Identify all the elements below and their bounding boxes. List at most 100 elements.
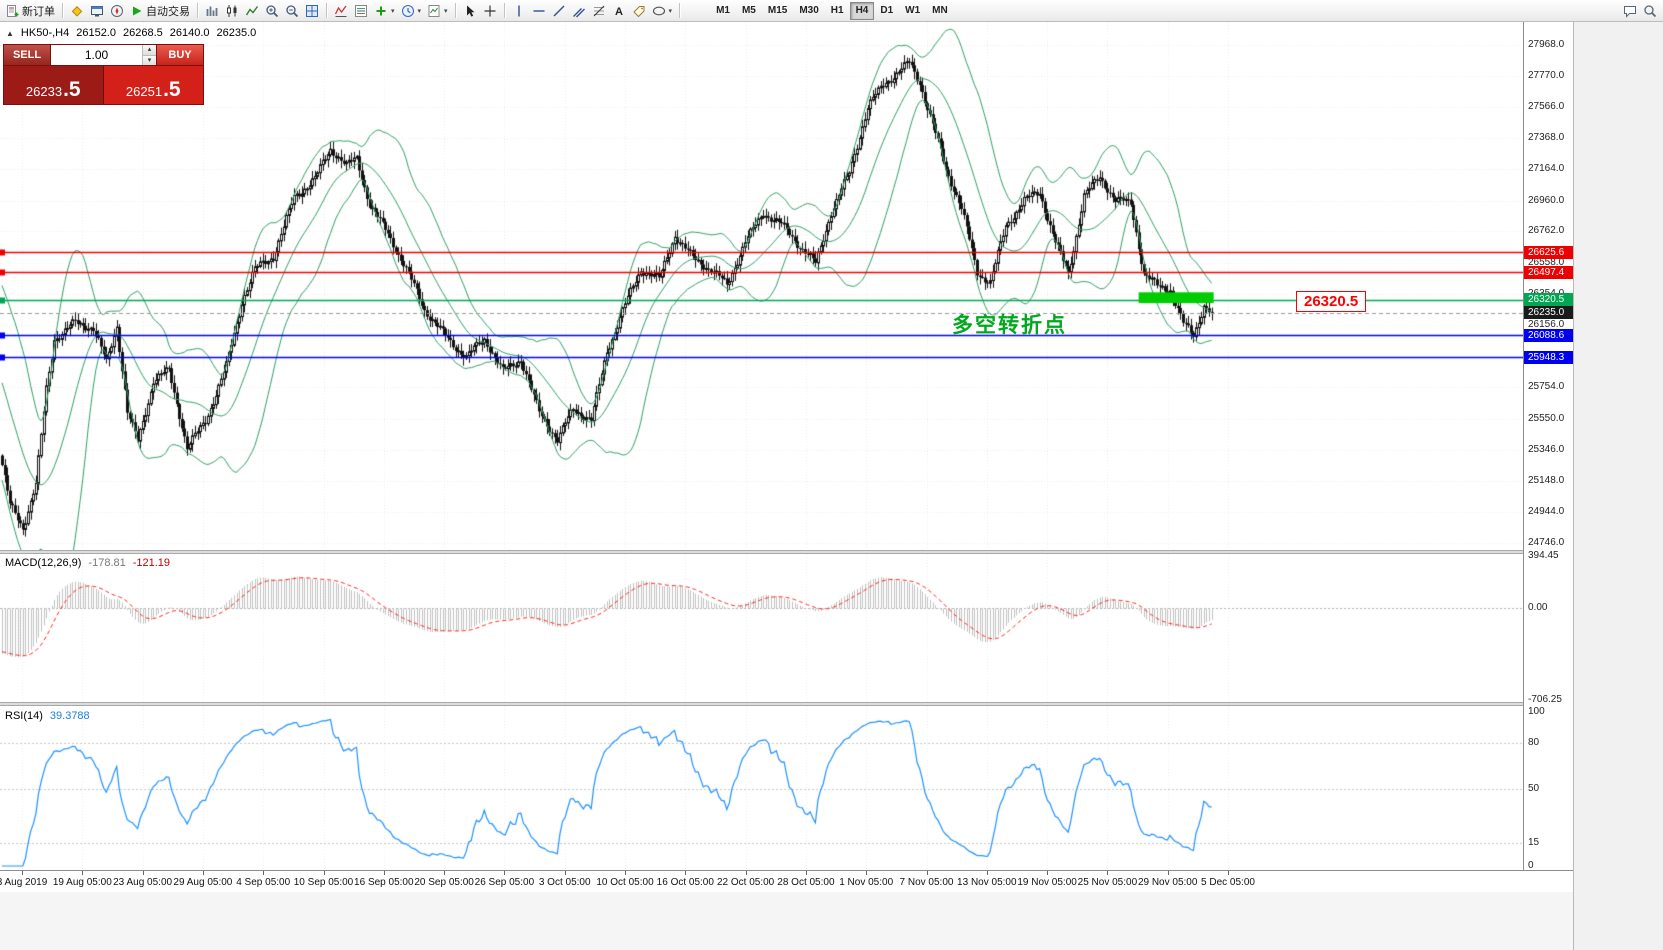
time-axis[interactable]: 3 Aug 2019 19 Aug 05:00 23 Aug 05:00 29 Aug… xyxy=(0,870,1573,892)
timeframe-m30-button[interactable]: M30 xyxy=(799,4,819,16)
time-axis-label: 28 Oct 05:00 xyxy=(777,877,835,888)
period-icon xyxy=(401,4,415,18)
crosshair-button[interactable] xyxy=(480,1,500,21)
timeframe-m5-button[interactable]: M5 xyxy=(741,4,756,16)
toolbar-separator xyxy=(503,3,505,18)
macd-main-value: -178.81 xyxy=(88,557,126,569)
timeframe-w1-button[interactable]: W1 xyxy=(905,4,921,16)
time-axis-label: 29 Nov 05:00 xyxy=(1137,877,1198,888)
candlestick-chart-icon xyxy=(225,4,239,18)
timeframe-m1-button[interactable]: M1 xyxy=(716,4,730,16)
indicator-list-button[interactable] xyxy=(351,1,371,21)
rsi-name: RSI(14) xyxy=(5,710,43,722)
label-button[interactable] xyxy=(629,1,649,21)
template-button[interactable]: ▾ xyxy=(424,1,451,21)
candlestick-chart-button[interactable] xyxy=(222,1,242,21)
timeframe-mn-button[interactable]: MN xyxy=(932,4,948,16)
current-price-tag[interactable]: 26235.0 xyxy=(1524,306,1573,320)
time-axis-label: 3 Aug 2019 xyxy=(0,877,48,888)
price-axis-label: 27164.0 xyxy=(1528,163,1565,175)
time-axis-tick xyxy=(504,871,506,875)
hline-price-tag[interactable]: 25948.3 xyxy=(1524,350,1573,364)
autotrading-button-label: 自动交易 xyxy=(146,5,190,18)
line-chart-button[interactable] xyxy=(242,1,262,21)
autotrading-button[interactable]: 自动交易 xyxy=(127,1,193,21)
rsi-panel-canvas[interactable] xyxy=(0,706,1523,870)
macd-signal-value: -121.19 xyxy=(132,557,171,569)
text-icon: A xyxy=(612,4,626,18)
rsi-panel-separator[interactable] xyxy=(0,702,1573,706)
time-axis-tick xyxy=(926,871,928,875)
chart-collapse-icon[interactable]: ▲ xyxy=(6,28,14,38)
rsi-axis-label: 50 xyxy=(1528,783,1540,794)
sell-button[interactable]: SELL xyxy=(4,45,50,65)
shapes-button[interactable]: ▾ xyxy=(649,1,676,21)
search-button[interactable] xyxy=(1640,1,1660,21)
time-axis-label: 16 Sep 05:00 xyxy=(354,877,414,888)
fibonacci-button[interactable] xyxy=(589,1,609,21)
rsi-label: RSI(14) 39.3788 xyxy=(5,710,90,722)
timeframe-d1-button[interactable]: D1 xyxy=(880,4,894,16)
bar-chart-button[interactable] xyxy=(202,1,222,21)
buy-price[interactable]: 26251 .5 xyxy=(103,66,203,104)
dropdown-arrow-icon: ▾ xyxy=(668,7,673,15)
hline-price-tag[interactable]: 26497.4 xyxy=(1524,265,1573,279)
profiles-button[interactable] xyxy=(87,1,107,21)
text-button[interactable]: A xyxy=(609,1,629,21)
volume-input[interactable]: 1.00 xyxy=(84,48,109,62)
timeframe-h4-button[interactable]: H4 xyxy=(849,1,875,20)
channel-button[interactable] xyxy=(569,1,589,21)
cursor-button[interactable] xyxy=(460,1,480,21)
hline-price-tag[interactable]: 26625.6 xyxy=(1524,245,1573,259)
autotrading-play-icon xyxy=(130,4,144,18)
volume-decrease-button[interactable]: ▾ xyxy=(143,55,156,65)
sell-price[interactable]: 26233 .5 xyxy=(4,66,104,104)
price-axis[interactable]: 27968.0 27770.0 27566.0 27368.0 27164.0 26960… xyxy=(1523,22,1573,871)
macd-label: MACD(12,26,9) -178.81 -121.19 xyxy=(5,557,170,569)
horizontal-line-button[interactable] xyxy=(529,1,549,21)
grid-windows-icon xyxy=(305,4,319,18)
price-axis-label: 25550.0 xyxy=(1528,412,1565,424)
macd-panel-separator[interactable] xyxy=(0,550,1573,554)
time-axis-tick xyxy=(1107,871,1109,875)
toolbar-separator xyxy=(679,3,681,18)
time-axis-label: 20 Sep 05:00 xyxy=(414,877,474,888)
vertical-line-button[interactable] xyxy=(509,1,529,21)
macd-axis-label: 394.45 xyxy=(1528,550,1559,561)
zoom-out-button[interactable] xyxy=(282,1,302,21)
price-axis-label: 26558.0 xyxy=(1528,256,1565,268)
chat-button[interactable] xyxy=(1620,1,1640,21)
time-axis-label: 10 Sep 05:00 xyxy=(293,877,354,888)
volume-increase-button[interactable]: ▴ xyxy=(143,45,156,56)
price-axis-label: 26960.0 xyxy=(1528,194,1565,206)
time-axis-label: 29 Aug 05:00 xyxy=(173,877,233,888)
indicators-button[interactable] xyxy=(331,1,351,21)
periods-button[interactable]: ▾ xyxy=(398,1,425,21)
metaeditor-icon xyxy=(70,4,84,18)
new-order-button[interactable]: 新订单 xyxy=(3,1,58,21)
rsi-axis-label: 0 xyxy=(1528,860,1534,871)
timeframe-h1-button[interactable]: H1 xyxy=(830,4,844,16)
hline-price-tag[interactable]: 26320.5 xyxy=(1524,293,1573,307)
price-axis-label: 26156.0 xyxy=(1528,319,1565,331)
price-level-label[interactable]: 26320.5 xyxy=(1296,291,1367,312)
buy-button[interactable]: BUY xyxy=(157,45,203,65)
hline-price-tag[interactable]: 26088.6 xyxy=(1524,328,1573,342)
dropdown-arrow-icon: ▾ xyxy=(417,7,422,15)
navigator-button[interactable] xyxy=(107,1,127,21)
trendline-button[interactable] xyxy=(549,1,569,21)
time-axis-label: 19 Aug 05:00 xyxy=(52,877,112,888)
time-axis-label: 13 Nov 05:00 xyxy=(957,877,1017,888)
tile-windows-button[interactable] xyxy=(302,1,322,21)
timeframe-m15-button[interactable]: M15 xyxy=(767,4,788,16)
zoom-in-button[interactable] xyxy=(262,1,282,21)
cursor-icon xyxy=(463,4,477,18)
add-indicator-button[interactable]: ▾ xyxy=(371,1,398,21)
macd-panel-canvas[interactable] xyxy=(0,554,1523,702)
turning-point-annotation[interactable]: 多空转折点 xyxy=(952,314,1067,337)
price-axis-label: 25754.0 xyxy=(1528,381,1565,393)
metaeditor-button[interactable] xyxy=(67,1,87,21)
template-icon xyxy=(427,4,441,18)
main-chart-canvas[interactable] xyxy=(0,22,1523,550)
